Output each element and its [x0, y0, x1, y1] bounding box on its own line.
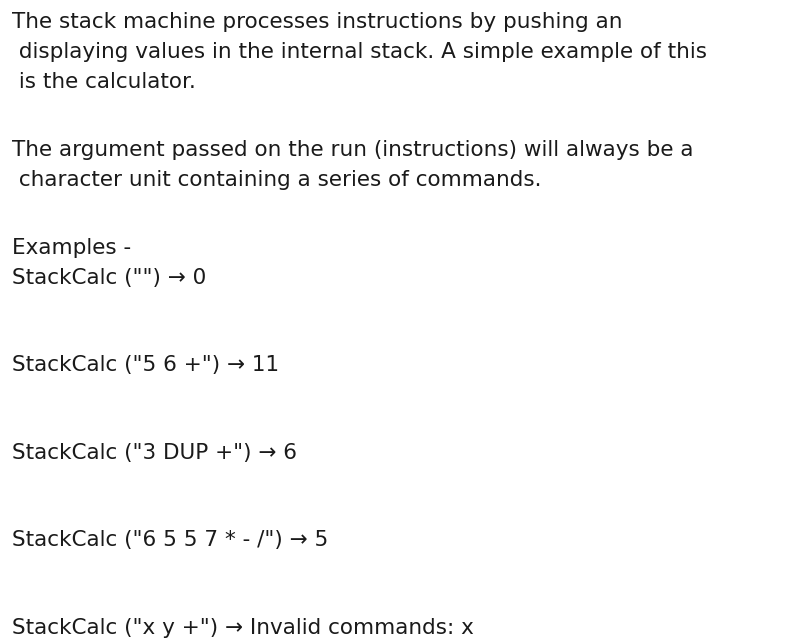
- Text: Examples -: Examples -: [12, 238, 131, 258]
- Text: The stack machine processes instructions by pushing an: The stack machine processes instructions…: [12, 12, 622, 32]
- Text: StackCalc ("x y +") → Invalid commands: x: StackCalc ("x y +") → Invalid commands: …: [12, 618, 474, 638]
- Text: displaying values in the internal stack. A simple example of this: displaying values in the internal stack.…: [12, 42, 707, 62]
- Text: is the calculator.: is the calculator.: [12, 72, 196, 92]
- Text: StackCalc ("") → 0: StackCalc ("") → 0: [12, 268, 207, 288]
- Text: character unit containing a series of commands.: character unit containing a series of co…: [12, 170, 541, 190]
- Text: The argument passed on the run (instructions) will always be a: The argument passed on the run (instruct…: [12, 140, 693, 160]
- Text: StackCalc ("5 6 +") → 11: StackCalc ("5 6 +") → 11: [12, 355, 279, 375]
- Text: StackCalc ("3 DUP +") → 6: StackCalc ("3 DUP +") → 6: [12, 443, 297, 463]
- Text: StackCalc ("6 5 5 7 * - /") → 5: StackCalc ("6 5 5 7 * - /") → 5: [12, 530, 328, 550]
